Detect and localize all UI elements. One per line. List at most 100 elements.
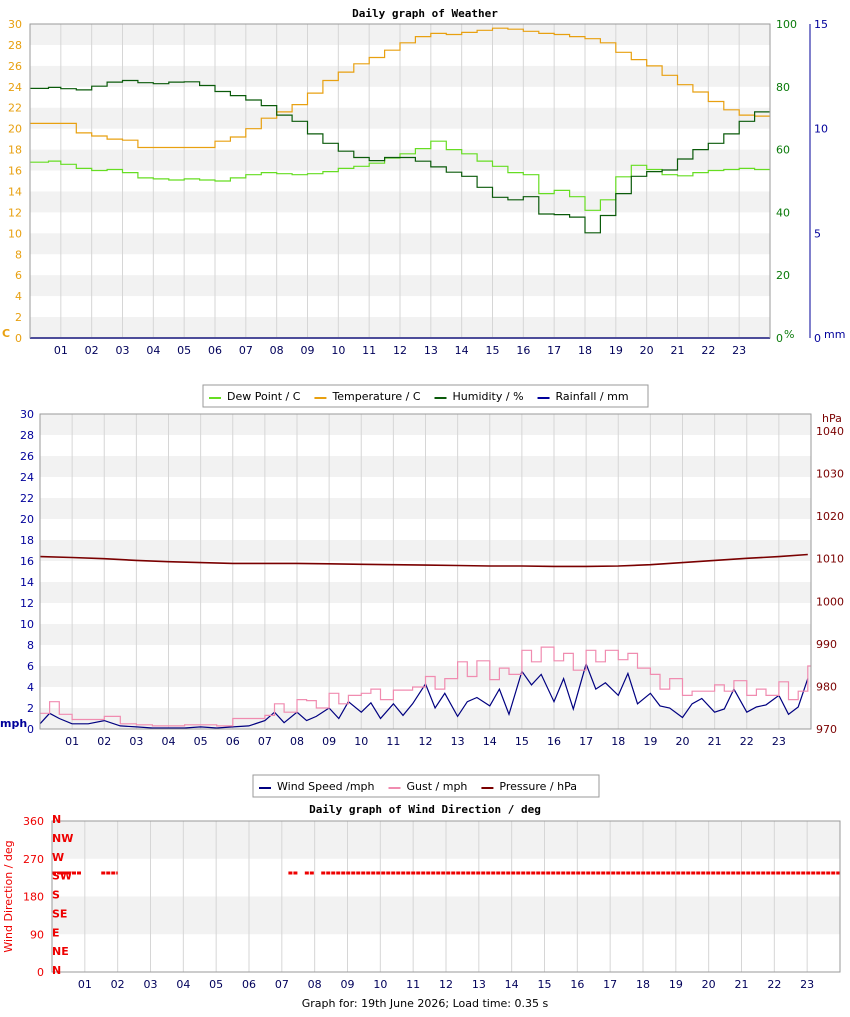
wind-y-left-tick: 8	[27, 639, 34, 652]
wind-y-left-tick: 0	[27, 723, 34, 736]
wind-chart-x-tick-label: 10	[354, 735, 368, 748]
weather-y-left-tick: 20	[8, 123, 22, 136]
footer-text: Graph for: 19th June 2026; Load time: 0.…	[301, 997, 549, 1010]
direction-chart-x-tick-label: 15	[538, 978, 552, 991]
wind-y-right-tick: 1010	[816, 553, 844, 566]
weather-chart-x-tick-label: 22	[701, 344, 715, 357]
weather-y-left-tick: 4	[15, 290, 22, 303]
wind-legend-box	[252, 774, 600, 798]
direction-chart-x-tick-label: 04	[176, 978, 190, 991]
weather-chart-x-tick-label: 06	[208, 344, 222, 357]
direction-compass-label: SE	[52, 907, 67, 920]
weather-y-right1-tick: 80	[776, 81, 790, 94]
weather-chart-x-tick-label: 13	[424, 344, 438, 357]
weather-y-right1-tick: 20	[776, 269, 790, 282]
weather-chart-x-tick-label: 11	[362, 344, 376, 357]
weather-legend-box	[202, 384, 649, 408]
direction-chart-x-tick-label: 07	[275, 978, 289, 991]
direction-chart-x-tick-label: 03	[144, 978, 158, 991]
weather-y-left-tick: 28	[8, 39, 22, 52]
direction-chart-frame	[51, 820, 841, 973]
weather-y-left-tick: 22	[8, 102, 22, 115]
weather-chart-x-tick-label: 12	[393, 344, 407, 357]
wind-chart-x-tick-label: 03	[129, 735, 143, 748]
weather-chart-title: Daily graph of Weather	[352, 7, 498, 20]
wind-chart-x-tick-label: 07	[258, 735, 272, 748]
wind-chart-x-tick-label: 09	[322, 735, 336, 748]
weather-y-left-tick: 18	[8, 144, 22, 157]
wind-chart-x-tick-label: 17	[579, 735, 593, 748]
wind-y-right-tick: 1020	[816, 510, 844, 523]
weather-legend-label: Rainfall / mm	[556, 390, 629, 403]
weather-y-right2-tick: 15	[814, 18, 828, 31]
direction-compass-label: S	[52, 889, 60, 902]
wind-y-left-tick: 10	[20, 618, 34, 631]
direction-y-tick: 360	[23, 815, 44, 828]
wind-chart-x-tick-label: 23	[772, 735, 786, 748]
direction-y-label: Wind Direction / deg	[2, 840, 15, 952]
wind-chart-x-tick-label: 12	[419, 735, 433, 748]
weather-chart-x-tick-label: 23	[732, 344, 746, 357]
wind-chart-x-tick-label: 06	[226, 735, 240, 748]
direction-compass-label: NW	[52, 832, 73, 845]
weather-y-left-tick: 16	[8, 165, 22, 178]
weather-series-humidity	[30, 79, 770, 234]
direction-chart-x-tick-label: 13	[472, 978, 486, 991]
direction-chart-x-tick-label: 10	[373, 978, 387, 991]
wind-y-left-tick: 28	[20, 429, 34, 442]
wind-y-left-tick: 18	[20, 534, 34, 547]
wind-chart-x-tick-label: 11	[386, 735, 400, 748]
weather-chart-x-tick-label: 17	[547, 344, 561, 357]
wind-chart-x-tick-label: 19	[643, 735, 657, 748]
wind-chart-x-tick-label: 20	[676, 735, 690, 748]
direction-y-tick: 90	[30, 928, 44, 941]
direction-chart-x-tick-label: 14	[505, 978, 519, 991]
direction-chart-x-tick-label: 19	[669, 978, 683, 991]
direction-y-tick: 0	[37, 966, 44, 979]
direction-chart-x-tick-label: 12	[439, 978, 453, 991]
weather-chart-x-tick-label: 10	[331, 344, 345, 357]
wind-series-pressure	[39, 553, 808, 568]
wind-legend-label: Wind Speed /mph	[277, 780, 375, 793]
labels: 01 02 03 04 05 06 07 08 09 10 11 12 13 14 15 16 17 18 19 20…	[0, 7, 845, 991]
wind-y-left-tick: 12	[20, 597, 34, 610]
direction-chart-x-tick-label: 09	[341, 978, 355, 991]
weather-y-right2-label: mm	[824, 328, 845, 341]
weather-chart-x-tick-label: 02	[85, 344, 99, 357]
wind-y-right-tick: 1000	[816, 595, 844, 608]
wind-chart-x-tick-label: 08	[290, 735, 304, 748]
wind-y-right-tick: 1030	[816, 468, 844, 481]
weather-chart-x-tick-label: 03	[116, 344, 130, 357]
wind-chart-x-tick-label: 01	[65, 735, 79, 748]
weather-legend-label: Temperature / C	[331, 390, 420, 403]
wind-y-left-tick: 2	[27, 702, 34, 715]
wind-y-right-tick: 990	[816, 638, 837, 651]
direction-chart-x-tick-label: 08	[308, 978, 322, 991]
direction-compass-label: N	[52, 813, 61, 826]
direction-chart-x-tick-label: 02	[111, 978, 125, 991]
wind-legend-label: Gust / mph	[407, 780, 468, 793]
direction-compass-label: N	[52, 964, 61, 977]
wind-series-gust	[40, 646, 811, 727]
wind-y-left-tick: 20	[20, 513, 34, 526]
direction-chart-x-tick-label: 16	[570, 978, 584, 991]
wind-y-left-tick: 22	[20, 492, 34, 505]
axes	[29, 23, 841, 973]
wind-chart-x-tick-label: 18	[611, 735, 625, 748]
weather-y-right2-tick: 5	[814, 227, 821, 240]
weather-y-left-tick: 10	[8, 227, 22, 240]
grid-lines	[60, 24, 808, 972]
direction-y-tick: 180	[23, 891, 44, 904]
wind-y-left-tick: 16	[20, 555, 34, 568]
wind-chart-x-tick-label: 05	[194, 735, 208, 748]
weather-chart-x-tick-label: 08	[270, 344, 284, 357]
weather-chart-x-tick-label: 01	[54, 344, 68, 357]
weather-y-right1-label: %	[784, 328, 794, 341]
series-lines	[30, 27, 840, 875]
weather-y-right1-tick: 40	[776, 206, 790, 219]
weather-chart-x-tick-label: 14	[455, 344, 469, 357]
weather-y-left-tick: 24	[8, 81, 22, 94]
weather-chart-x-tick-label: 05	[177, 344, 191, 357]
weather-y-right1-tick: 0	[776, 332, 783, 345]
wind-chart-x-tick-label: 16	[547, 735, 561, 748]
